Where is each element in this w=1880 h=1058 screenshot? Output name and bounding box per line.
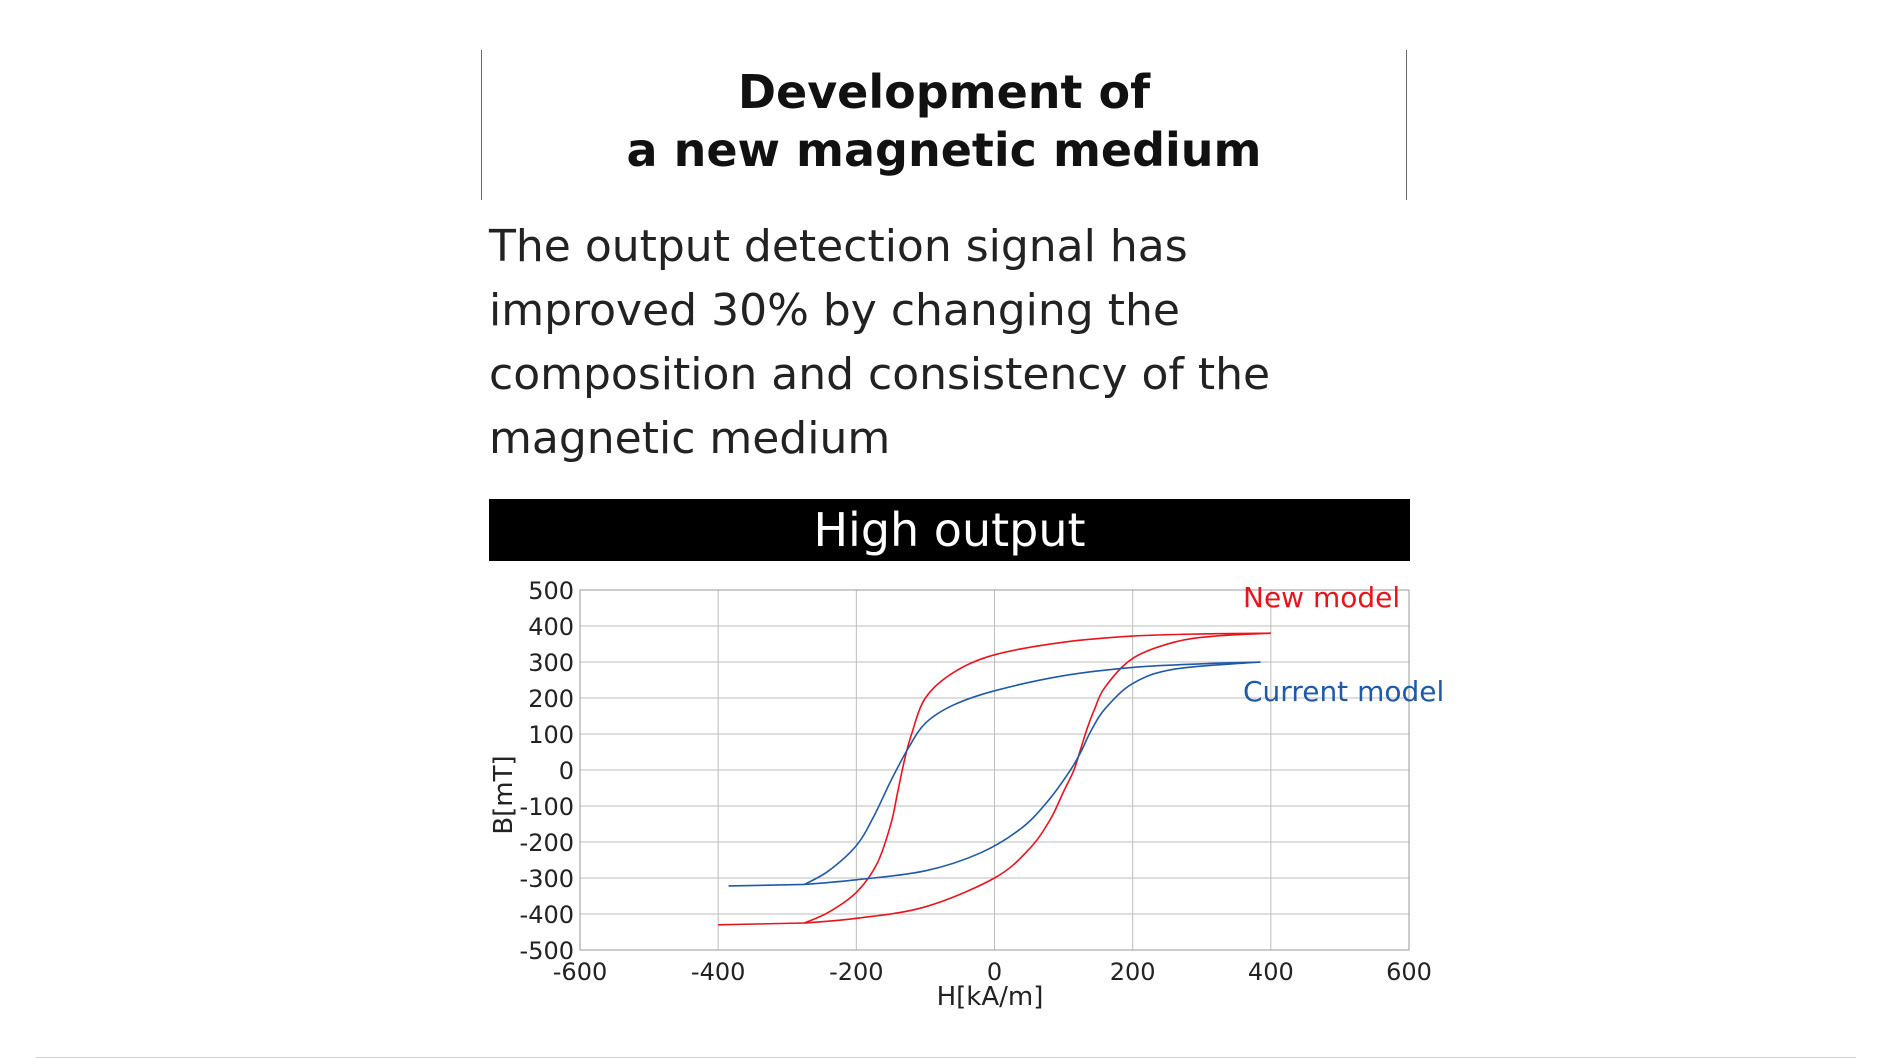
- y-tick-label-7: -200: [520, 829, 574, 857]
- series-1-branch-2: [728, 883, 805, 887]
- plot-frame: [579, 589, 1410, 951]
- x-tick-label-2: -200: [829, 958, 883, 986]
- body-line-2: improved 30% by changing the: [489, 285, 1180, 336]
- body-text: The output detection signal has improved…: [489, 215, 1409, 471]
- series-1-branch-1: [804, 661, 1261, 886]
- y-tick-label-2: 300: [528, 649, 574, 677]
- slide-title-line-2: a new magnetic medium: [626, 123, 1262, 177]
- y-tick-label-10: -500: [520, 937, 574, 965]
- y-tick-label-0: 500: [528, 577, 574, 605]
- x-tick-label-4: 200: [1110, 958, 1156, 986]
- series-1-branch-0: [804, 661, 1261, 886]
- x-tick-label-3: 0: [987, 958, 1002, 986]
- series-0-branch-1: [804, 632, 1271, 924]
- y-tick-label-6: -100: [520, 793, 574, 821]
- y-tick-label-5: 0: [559, 757, 574, 785]
- y-tick-label-8: -300: [520, 865, 574, 893]
- y-tick-label-3: 200: [528, 685, 574, 713]
- series-0-branch-2: [718, 922, 805, 926]
- chart-banner: High output: [489, 499, 1410, 561]
- series-0-branch-0: [804, 632, 1271, 924]
- series-label-0: New model: [1243, 581, 1400, 614]
- body-line-3: composition and consistency of the: [489, 349, 1271, 400]
- y-axis-label: B[mT]: [489, 755, 519, 834]
- body-line-4: magnetic medium: [489, 413, 891, 464]
- x-tick-label-5: 400: [1248, 958, 1294, 986]
- slide-title-line-1: Development of: [737, 65, 1151, 119]
- y-tick-label-4: 100: [528, 721, 574, 749]
- x-tick-label-0: -600: [553, 958, 607, 986]
- x-tick-label-1: -400: [691, 958, 745, 986]
- series-label-1: Current model: [1243, 675, 1444, 708]
- x-tick-label-6: 600: [1386, 958, 1432, 986]
- body-line-1: The output detection signal has: [489, 221, 1188, 272]
- x-axis-label: H[kA/m]: [937, 982, 1044, 1012]
- y-tick-label-9: -400: [520, 901, 574, 929]
- y-tick-label-1: 400: [528, 613, 574, 641]
- title-block: Development of a new magnetic medium: [481, 50, 1407, 200]
